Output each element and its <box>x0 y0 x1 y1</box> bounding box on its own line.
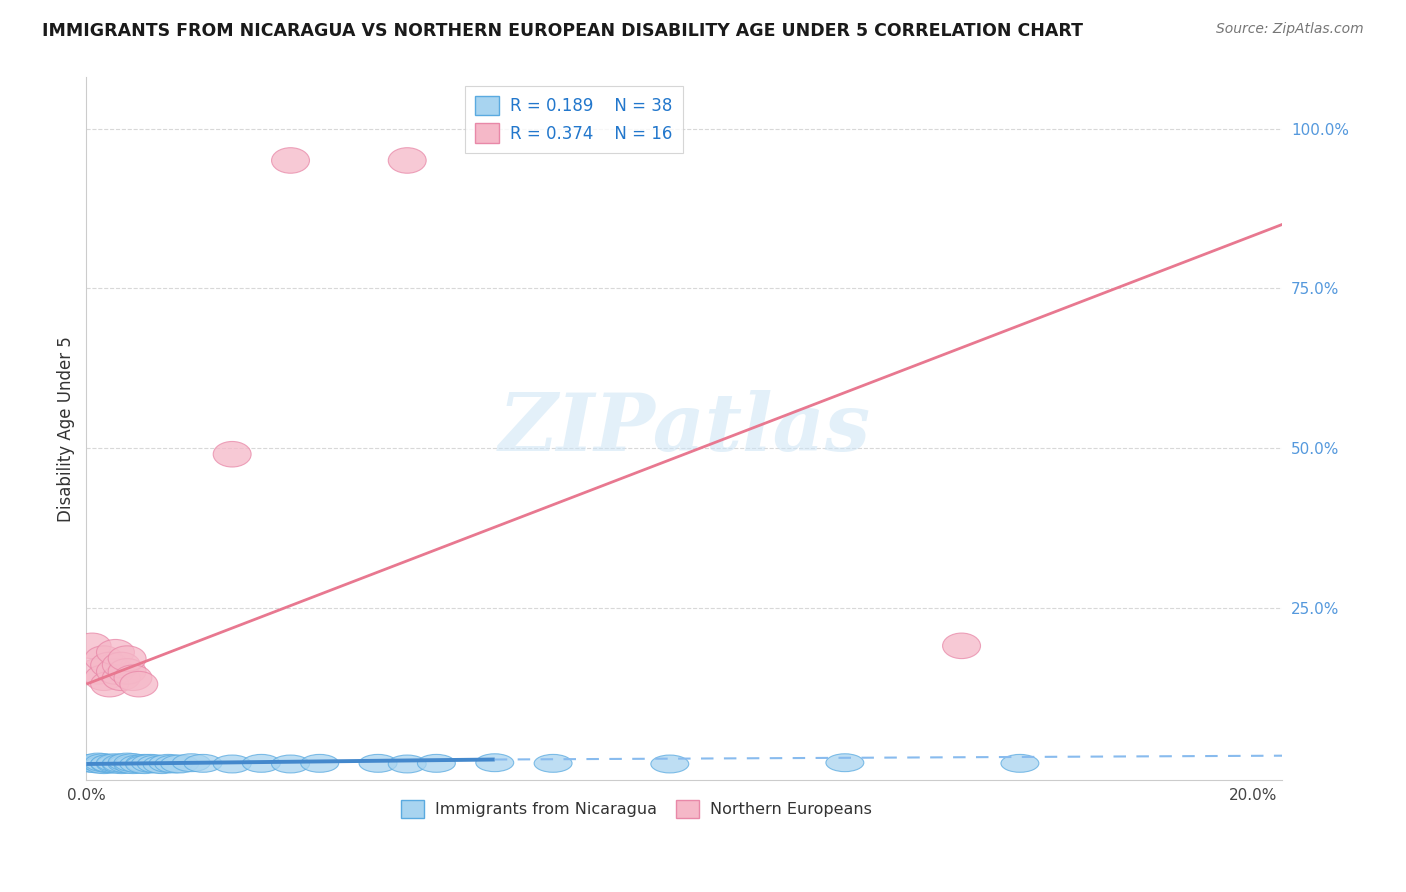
Ellipse shape <box>79 755 117 773</box>
Legend: Immigrants from Nicaragua, Northern Europeans: Immigrants from Nicaragua, Northern Euro… <box>395 793 877 825</box>
Ellipse shape <box>97 640 135 665</box>
Ellipse shape <box>103 756 141 773</box>
Ellipse shape <box>108 646 146 672</box>
Ellipse shape <box>84 756 122 773</box>
Ellipse shape <box>103 755 141 772</box>
Text: ZIPatlas: ZIPatlas <box>498 390 870 467</box>
Ellipse shape <box>84 754 122 772</box>
Ellipse shape <box>160 755 198 773</box>
Ellipse shape <box>143 756 181 773</box>
Ellipse shape <box>103 652 141 678</box>
Ellipse shape <box>114 754 152 772</box>
Ellipse shape <box>79 658 117 684</box>
Ellipse shape <box>108 658 146 684</box>
Ellipse shape <box>108 755 146 773</box>
Ellipse shape <box>651 755 689 773</box>
Ellipse shape <box>73 755 111 772</box>
Ellipse shape <box>114 756 152 773</box>
Y-axis label: Disability Age Under 5: Disability Age Under 5 <box>58 335 75 522</box>
Ellipse shape <box>97 754 135 772</box>
Ellipse shape <box>825 754 863 772</box>
Text: Source: ZipAtlas.com: Source: ZipAtlas.com <box>1216 22 1364 37</box>
Ellipse shape <box>120 755 157 773</box>
Ellipse shape <box>90 755 128 772</box>
Text: IMMIGRANTS FROM NICARAGUA VS NORTHERN EUROPEAN DISABILITY AGE UNDER 5 CORRELATIO: IMMIGRANTS FROM NICARAGUA VS NORTHERN EU… <box>42 22 1083 40</box>
Ellipse shape <box>214 755 252 773</box>
Ellipse shape <box>242 755 280 772</box>
Ellipse shape <box>138 755 176 773</box>
Ellipse shape <box>271 755 309 773</box>
Ellipse shape <box>942 633 980 658</box>
Ellipse shape <box>132 755 170 772</box>
Ellipse shape <box>184 755 222 772</box>
Ellipse shape <box>388 755 426 773</box>
Ellipse shape <box>534 755 572 772</box>
Ellipse shape <box>90 755 128 773</box>
Ellipse shape <box>90 652 128 678</box>
Ellipse shape <box>214 442 252 467</box>
Ellipse shape <box>103 665 141 690</box>
Ellipse shape <box>173 754 211 772</box>
Ellipse shape <box>125 755 163 772</box>
Ellipse shape <box>125 756 163 773</box>
Ellipse shape <box>79 753 117 771</box>
Ellipse shape <box>84 665 122 690</box>
Ellipse shape <box>73 633 111 658</box>
Ellipse shape <box>120 672 157 697</box>
Ellipse shape <box>271 148 309 173</box>
Ellipse shape <box>301 755 339 772</box>
Ellipse shape <box>114 665 152 690</box>
Ellipse shape <box>388 148 426 173</box>
Ellipse shape <box>90 672 128 697</box>
Ellipse shape <box>1001 755 1039 772</box>
Ellipse shape <box>97 658 135 684</box>
Ellipse shape <box>418 755 456 772</box>
Ellipse shape <box>475 754 513 772</box>
Ellipse shape <box>149 755 187 772</box>
Ellipse shape <box>155 755 193 773</box>
Ellipse shape <box>359 755 396 772</box>
Ellipse shape <box>84 646 122 672</box>
Ellipse shape <box>97 755 135 773</box>
Ellipse shape <box>108 753 146 771</box>
